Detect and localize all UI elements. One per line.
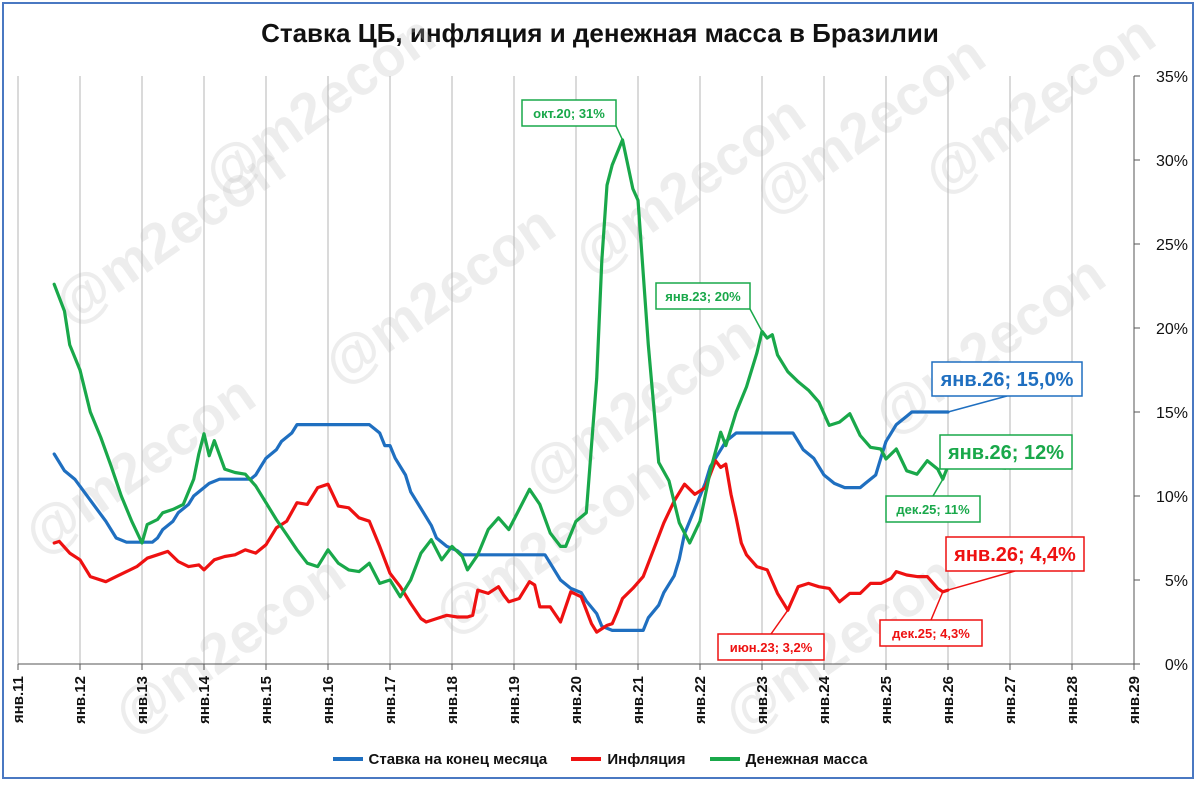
- ann-infl-jan26-label: янв.26; 4,4%: [953, 544, 1076, 566]
- y-tick-label: 15%: [1156, 405, 1188, 422]
- y-tick-label: 10%: [1156, 489, 1188, 506]
- ann-rate-jan26-box: [931, 361, 1083, 397]
- watermark-text: @m2econ: [192, 2, 446, 206]
- x-tick-label: янв.11: [10, 676, 27, 723]
- ann-money-dec25-box: [885, 495, 981, 523]
- watermark-text: @m2econ: [312, 192, 566, 396]
- ann-infl-dec25-label: дек.25; 4,3%: [892, 626, 970, 641]
- x-tick-label: янв.15: [258, 676, 275, 724]
- ann-infl-dec25-leader: [930, 591, 944, 621]
- x-tick-label: янв.18: [444, 676, 461, 724]
- y-tick-label: 25%: [1156, 237, 1188, 254]
- legend-item-inflation: Инфляция: [571, 751, 685, 768]
- x-tick-label: янв.20: [568, 676, 585, 724]
- ann-money-dec25-label: дек.25; 11%: [896, 502, 970, 517]
- y-tick-label: 20%: [1156, 321, 1188, 338]
- y-tick-label: 5%: [1165, 573, 1188, 590]
- x-tick-label: янв.21: [630, 676, 647, 724]
- ann-infl-dec25-box: [879, 619, 983, 647]
- legend: Ставка на конец месяца Инфляция Денежная…: [0, 748, 1200, 768]
- ann-money-jan23-label: янв.23; 20%: [665, 289, 741, 304]
- ann-money-jan23-leader: [749, 308, 763, 332]
- legend-swatch-inflation: [571, 757, 602, 761]
- y-tick-label: 35%: [1156, 69, 1188, 86]
- y-tick-label: 0%: [1165, 657, 1188, 674]
- legend-swatch-rate: [332, 757, 363, 761]
- legend-label-money: Денежная масса: [745, 750, 868, 768]
- legend-swatch-money: [709, 757, 740, 761]
- x-tick-label: янв.13: [134, 676, 151, 724]
- ann-infl-jan26-box: [945, 536, 1085, 572]
- ann-money-oct20-label: окт.20; 31%: [533, 106, 605, 121]
- series-line-inflation: [52, 459, 950, 634]
- x-tick-label: янв.19: [506, 676, 523, 724]
- legend-label-inflation: Инфляция: [607, 750, 686, 768]
- legend-label-rate: Ставка на конец месяца: [368, 750, 548, 768]
- x-tick-label: янв.23: [754, 676, 771, 724]
- ann-money-jan26-box: [939, 434, 1073, 470]
- legend-item-money: Денежная масса: [709, 750, 868, 768]
- chart-title: Ставка ЦБ, инфляция и денежная масса в Б…: [261, 18, 939, 48]
- series-lines: [52, 138, 950, 634]
- x-tick-label: янв.12: [72, 676, 89, 724]
- ann-infl-jun23-box: [717, 633, 825, 661]
- x-tick-label: янв.29: [1126, 676, 1143, 724]
- watermark-text: @m2econ: [862, 242, 1116, 446]
- x-tick-label: янв.27: [1002, 676, 1019, 724]
- x-tick-label: янв.24: [816, 675, 833, 724]
- ann-rate-jan26-label: янв.26; 15,0%: [940, 369, 1074, 391]
- ann-money-jan23-box: [655, 282, 751, 310]
- axes: янв.11 янв.12 янв.13 янв.14 янв.15 янв.16 янв.…: [10, 69, 1188, 724]
- x-tick-label: янв.17: [382, 676, 399, 724]
- series-line-rate: [52, 410, 950, 632]
- series-line-money: [52, 138, 950, 599]
- ann-infl-jan26-leader: [947, 570, 1016, 591]
- ann-money-oct20-leader: [615, 125, 624, 141]
- x-tick-label: янв.22: [692, 676, 709, 724]
- ann-money-jan26-label: янв.26; 12%: [947, 442, 1064, 464]
- y-tick-label: 30%: [1156, 153, 1188, 170]
- x-tick-label: янв.26: [940, 676, 957, 724]
- x-tick-label: янв.28: [1064, 676, 1081, 724]
- legend-item-rate: Ставка на конец месяца: [332, 750, 548, 768]
- x-tick-label: янв.16: [320, 676, 337, 724]
- x-tick-label: янв.25: [878, 676, 895, 724]
- ann-rate-jan26-leader: [947, 395, 1008, 413]
- ann-money-oct20-box: [521, 99, 617, 127]
- annotations: окт.20; 31% янв.23; 20% дек.25; 11% янв.26;…: [521, 99, 1085, 661]
- ann-infl-jun23-label: июн.23; 3,2%: [730, 640, 813, 655]
- x-tick-label: янв.14: [196, 675, 213, 724]
- ann-infl-jun23-leader: [770, 609, 789, 635]
- ann-money-dec25-leader: [932, 478, 944, 497]
